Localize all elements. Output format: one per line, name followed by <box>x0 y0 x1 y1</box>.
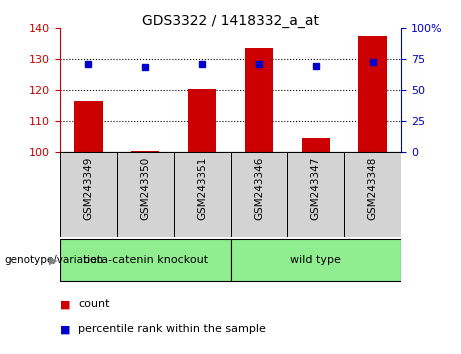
Text: GSM243346: GSM243346 <box>254 156 264 220</box>
FancyBboxPatch shape <box>60 239 230 281</box>
Text: count: count <box>78 299 110 309</box>
FancyBboxPatch shape <box>344 152 401 237</box>
Bar <box>74 101 102 152</box>
Text: GSM243349: GSM243349 <box>83 156 94 220</box>
Text: GSM243348: GSM243348 <box>367 156 378 220</box>
Text: GSM243351: GSM243351 <box>197 156 207 220</box>
FancyBboxPatch shape <box>230 239 401 281</box>
Text: GSM243350: GSM243350 <box>140 156 150 220</box>
FancyBboxPatch shape <box>174 152 230 237</box>
Text: genotype/variation: genotype/variation <box>5 255 104 265</box>
FancyBboxPatch shape <box>60 152 117 237</box>
Text: wild type: wild type <box>290 255 341 265</box>
FancyBboxPatch shape <box>230 152 287 237</box>
Bar <box>245 48 273 152</box>
Text: GSM243347: GSM243347 <box>311 156 321 220</box>
Bar <box>301 138 330 152</box>
Bar <box>131 151 160 152</box>
Bar <box>358 36 387 152</box>
Text: ■: ■ <box>60 299 71 309</box>
Text: beta-catenin knockout: beta-catenin knockout <box>83 255 208 265</box>
Bar <box>188 89 216 152</box>
FancyBboxPatch shape <box>287 152 344 237</box>
Text: percentile rank within the sample: percentile rank within the sample <box>78 324 266 334</box>
Text: ▶: ▶ <box>49 255 58 265</box>
Text: ■: ■ <box>60 324 71 334</box>
FancyBboxPatch shape <box>117 152 174 237</box>
Text: GDS3322 / 1418332_a_at: GDS3322 / 1418332_a_at <box>142 14 319 28</box>
